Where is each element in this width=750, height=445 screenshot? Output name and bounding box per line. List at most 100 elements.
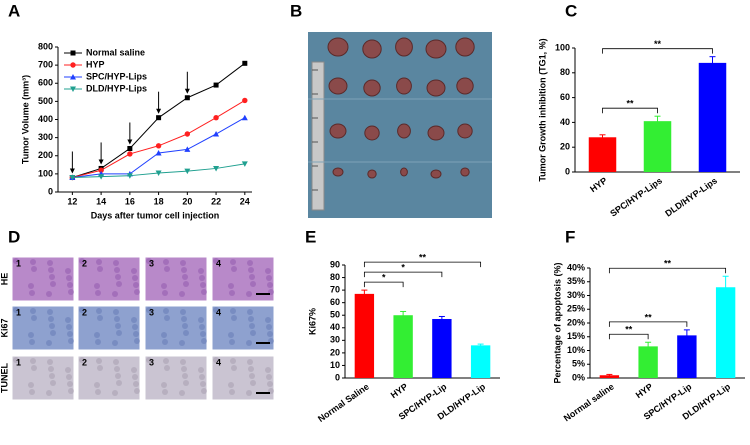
texture (132, 374, 138, 380)
texture (162, 339, 168, 345)
image-number: 2 (82, 357, 87, 367)
point (70, 50, 76, 56)
significance-label: * (401, 262, 405, 272)
texture (114, 366, 120, 372)
texture (67, 381, 73, 387)
significance-bracket (608, 321, 688, 327)
y-tick-label: 100 (38, 168, 53, 178)
texture (46, 291, 52, 297)
texture (183, 380, 189, 386)
texture (229, 290, 235, 296)
arrow-head (156, 108, 162, 114)
y-tick-label: 200 (38, 150, 53, 160)
point (70, 74, 76, 80)
y-tick-label: 0 (48, 186, 53, 196)
significance-bracket (602, 107, 658, 114)
texture (48, 267, 54, 273)
texture (132, 275, 138, 281)
y-tick-label: 40 (330, 322, 340, 332)
texture (113, 309, 119, 315)
tumor (397, 123, 411, 139)
point (70, 62, 76, 68)
texture (96, 358, 102, 364)
tumor (332, 167, 344, 177)
y-tick-label: 700 (38, 60, 53, 70)
significance-bracket (363, 281, 404, 288)
texture (68, 338, 74, 344)
texture (13, 258, 19, 264)
texture (29, 290, 35, 296)
texture (95, 389, 101, 395)
texture (265, 268, 271, 274)
y-tick-label: 80 (330, 272, 340, 282)
legend-label: Normal saline (86, 47, 145, 57)
panel-letter: B (290, 1, 302, 20)
point (98, 167, 104, 173)
point (213, 131, 220, 137)
texture (230, 308, 236, 314)
texture (201, 289, 207, 295)
texture (183, 281, 189, 287)
texture (94, 332, 100, 338)
texture (265, 317, 271, 323)
texture (250, 281, 256, 287)
texture (179, 340, 185, 346)
texture (229, 339, 235, 345)
micrograph (77, 355, 141, 401)
bar (470, 345, 491, 378)
bar (677, 335, 697, 378)
texture (115, 323, 121, 329)
texture (247, 309, 253, 315)
tumor (425, 39, 447, 59)
texture (50, 281, 56, 287)
texture (112, 340, 118, 346)
x-tick-label: 12 (67, 196, 77, 206)
significance-label: ** (419, 252, 427, 262)
significance-bracket (363, 261, 482, 268)
texture (248, 267, 254, 273)
texture (66, 275, 72, 281)
texture (250, 330, 256, 336)
texture (247, 359, 253, 365)
texture (28, 332, 34, 338)
point (184, 95, 190, 101)
texture (134, 289, 140, 295)
y-tick-label: 0 (565, 166, 570, 176)
y-tick-label: 0% (572, 372, 585, 382)
point (155, 150, 162, 156)
y-tick-label: 30 (330, 335, 340, 345)
texture (249, 323, 255, 329)
texture (182, 373, 188, 379)
texture (163, 308, 169, 314)
tumor (328, 77, 348, 95)
texture (164, 266, 170, 272)
legend-label: SPC/HYP-Lips (86, 71, 147, 81)
texture (267, 282, 273, 288)
point (126, 173, 133, 179)
x-tick-label: 16 (125, 196, 135, 206)
texture (249, 373, 255, 379)
tumor (329, 123, 347, 139)
texture (31, 315, 37, 321)
y-tick-label: 50 (330, 310, 340, 320)
texture (116, 380, 122, 386)
tumor-photo (308, 32, 492, 218)
texture (116, 330, 122, 336)
texture (164, 365, 170, 371)
texture (146, 307, 152, 313)
texture (133, 331, 139, 337)
texture (68, 289, 74, 295)
texture (164, 315, 170, 321)
texture (134, 338, 140, 344)
texture (163, 259, 169, 265)
tumor (327, 37, 349, 57)
y-tick-label: 20% (567, 317, 585, 327)
y-tick-label: 10% (567, 345, 585, 355)
tumor (427, 125, 445, 141)
texture (199, 275, 205, 281)
y-tick-label: 30% (567, 290, 585, 300)
tumor (395, 37, 413, 57)
bar (643, 121, 672, 172)
y-axis-label: Percentage of apoptosis (%) (552, 262, 562, 383)
row-label: Ki67 (0, 318, 9, 337)
